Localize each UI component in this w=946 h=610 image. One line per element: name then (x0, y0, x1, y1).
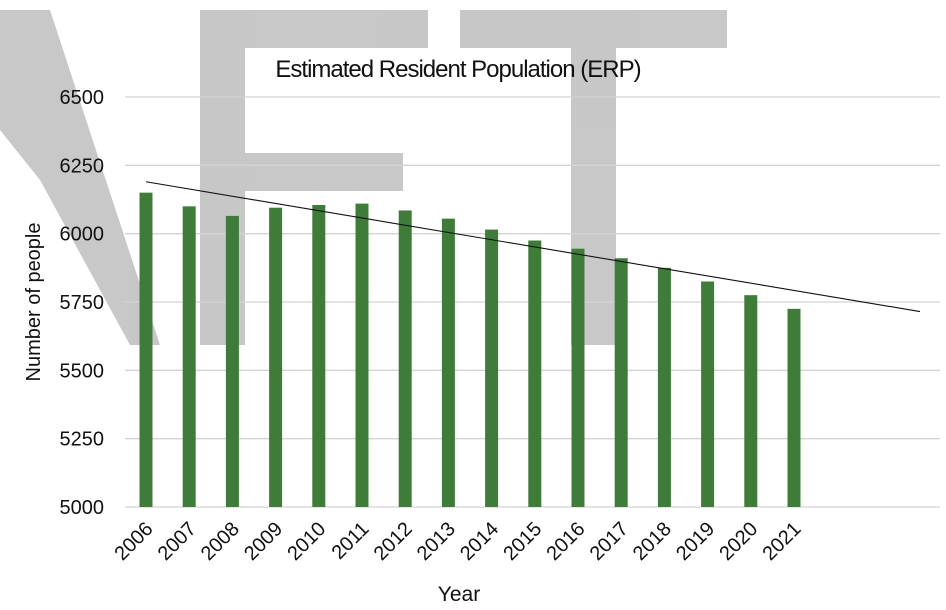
y-axis-label: Number of people (23, 223, 45, 382)
x-tick-label: 2019 (672, 518, 719, 565)
x-tick-label: 2011 (328, 518, 374, 564)
bar (355, 203, 369, 507)
x-tick-label: 2007 (154, 518, 201, 565)
bar (701, 281, 715, 507)
bar (657, 267, 671, 507)
x-tick-label: 2017 (586, 518, 633, 565)
x-tick-label: 2013 (413, 518, 460, 565)
x-tick-label: 2020 (715, 518, 762, 565)
bar (528, 240, 542, 507)
bar (398, 210, 412, 507)
x-tick-label: 2014 (456, 518, 503, 565)
x-tick-label: 2010 (283, 518, 330, 565)
x-tick-label: 2009 (240, 518, 287, 565)
bar (312, 204, 326, 507)
bars (139, 192, 801, 508)
trendline-layer (145, 181, 921, 313)
bar (139, 192, 153, 507)
y-tick-label: 6250 (60, 155, 105, 177)
x-tick-label: 2006 (111, 518, 158, 565)
x-axis-ticks: 2006200720082009201020112012201320142015… (111, 518, 806, 565)
bar (571, 248, 585, 507)
bar (744, 295, 758, 507)
chart-title: Estimated Resident Population (ERP) (275, 56, 640, 83)
x-tick-label: 2016 (543, 518, 590, 565)
trendline (145, 181, 921, 313)
x-tick-label: 2008 (197, 518, 244, 565)
bar (182, 206, 196, 508)
watermark-shape-f-mid (200, 153, 403, 191)
y-tick-label: 6500 (60, 87, 105, 109)
y-tick-label: 5750 (60, 292, 105, 314)
y-tick-label: 5000 (60, 497, 105, 519)
bar (485, 229, 499, 508)
bar (269, 207, 283, 507)
watermark-shape-f-top (200, 10, 428, 48)
bar (787, 308, 801, 507)
y-tick-label: 5500 (60, 360, 105, 382)
x-tick-label: 2018 (629, 518, 676, 565)
y-tick-label: 6000 (60, 224, 105, 246)
x-tick-label: 2015 (499, 518, 546, 565)
y-axis-ticks: 5000 5250 5500 5750 6000 6250 6500 (60, 87, 105, 519)
y-tick-label: 5250 (60, 429, 105, 451)
watermark-shape-a (0, 10, 160, 345)
bar (614, 258, 628, 507)
bar (225, 215, 239, 507)
x-tick-label: 2012 (370, 518, 417, 565)
bar (441, 218, 455, 507)
x-tick-label: 2021 (759, 518, 806, 565)
x-axis-label: Year (438, 583, 480, 605)
